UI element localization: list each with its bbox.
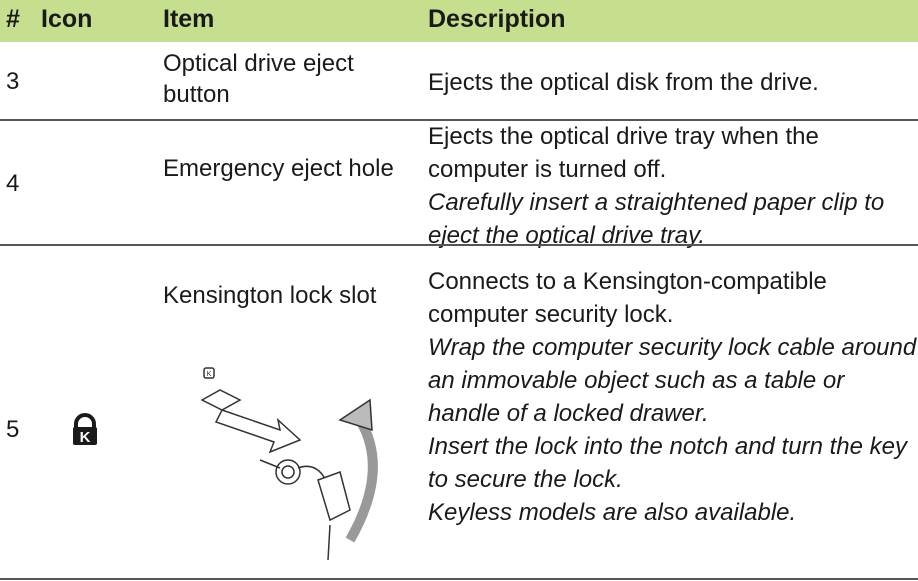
row-rule [0,244,918,246]
note: Carefully insert a straightened paper cl… [428,189,885,249]
description: Ejects the optical drive tray when the c… [428,120,918,252]
note: Keyless models are also available. [428,499,797,526]
kensington-icon: K [73,413,97,446]
svg-text:K: K [80,429,91,446]
item: Kensington lock slot [163,282,377,309]
row-number: 5 [6,416,20,443]
header-cell: Icon [41,5,93,33]
item: Optical drive eject button [163,50,354,108]
row-rule [0,119,918,121]
row-number: 4 [6,170,20,197]
header-row [0,0,918,42]
svg-text:K: K [207,371,212,378]
description-text: Ejects the optical drive tray when the c… [428,123,819,183]
item: Emergency eject hole [163,155,394,182]
header-cell: Item [163,5,215,33]
note: Insert the lock into the notch and turn … [428,433,907,493]
description-text: Connects to a Kensington-compatible comp… [428,268,827,328]
header-cell: # [6,5,20,33]
description: Connects to a Kensington-compatible comp… [428,265,918,529]
row-rule [0,578,918,580]
note: Wrap the computer security lock cable ar… [428,334,917,427]
description-text: Ejects the optical disk from the drive. [428,69,819,96]
row-number: 3 [6,68,20,95]
description: Ejects the optical disk from the drive. [428,66,918,99]
lock-illustration: K [200,367,378,560]
header-cell: Description [428,5,566,33]
